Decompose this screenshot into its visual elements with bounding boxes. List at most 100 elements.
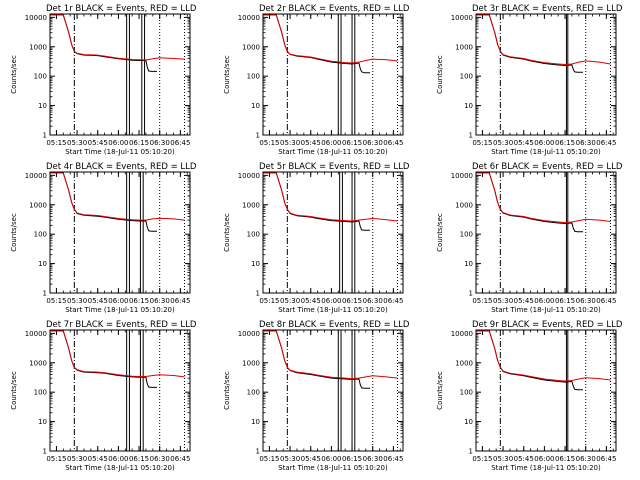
x-tick-label: 05:45 (88, 455, 108, 463)
x-tick-label: 05:30 (67, 139, 87, 147)
y-tick-label: 100 (460, 389, 473, 397)
x-tick-label: 06:30 (363, 139, 383, 147)
x-axis-label: Start Time (18-Jul-11 05:10:20) (278, 464, 388, 472)
lld-series-line (50, 172, 185, 221)
plot-area (476, 172, 611, 293)
x-tick-label: 05:15 (472, 455, 492, 463)
y-tick-label: 100 (34, 389, 47, 397)
lld-series-line (476, 330, 611, 382)
plot-area (263, 14, 398, 135)
y-tick-label: 10000 (451, 330, 473, 338)
x-tick-label: 05:30 (493, 139, 513, 147)
x-axis-label: Start Time (18-Jul-11 05:10:20) (491, 306, 601, 314)
detector-panel: Det 2r BLACK = Events, RED = LLD 1 10 100 10… (223, 4, 410, 156)
plot-frame (262, 13, 404, 136)
x-tick-label: 06:30 (576, 297, 596, 305)
y-tick-label: 10000 (238, 14, 260, 22)
x-tick-label: 06:15 (342, 139, 362, 147)
plot-title: Det 7r BLACK = Events, RED = LLD (46, 320, 197, 330)
x-tick-label: 06:45 (383, 297, 403, 305)
plot-area (263, 330, 398, 451)
plot-title: Det 1r BLACK = Events, RED = LLD (46, 4, 197, 14)
x-tick-label: 06:00 (534, 139, 554, 147)
y-tick-label: 1 (43, 448, 47, 456)
x-tick-label: 05:15 (46, 139, 66, 147)
y-tick-label: 10 (251, 260, 260, 268)
plot-frame (475, 329, 617, 452)
y-tick-label: 1000 (455, 201, 473, 209)
y-tick-label: 10 (38, 418, 47, 426)
x-tick-label: 05:15 (259, 297, 279, 305)
y-tick-label: 10 (464, 418, 473, 426)
y-tick-label: 10000 (238, 172, 260, 180)
x-tick-label: 05:30 (280, 297, 300, 305)
plot-area (476, 330, 611, 451)
plot-area (263, 172, 398, 293)
plot-title: Det 4r BLACK = Events, RED = LLD (46, 162, 197, 172)
x-axis-label: Start Time (18-Jul-11 05:10:20) (278, 306, 388, 314)
x-tick-label: 06:30 (150, 455, 170, 463)
x-tick-label: 06:00 (321, 455, 341, 463)
plot-title: Det 6r BLACK = Events, RED = LLD (472, 162, 623, 172)
x-tick-label: 05:15 (259, 139, 279, 147)
x-tick-label: 05:15 (259, 455, 279, 463)
detector-panel: Det 9r BLACK = Events, RED = LLD 1 10 100 10… (436, 320, 623, 472)
x-tick-label: 05:30 (67, 455, 87, 463)
y-tick-label: 10000 (451, 172, 473, 180)
y-tick-label: 1 (43, 290, 47, 298)
x-tick-label: 06:15 (129, 297, 149, 305)
plot-frame (475, 171, 617, 294)
detector-panel: Det 5r BLACK = Events, RED = LLD 1 10 100 10… (223, 162, 410, 314)
plot-frame (475, 13, 617, 136)
plot-frame (262, 171, 404, 294)
plot-frame (49, 329, 191, 452)
x-tick-label: 05:30 (493, 297, 513, 305)
plot-area (476, 14, 611, 135)
plot-area (50, 172, 185, 293)
x-axis-label: Start Time (18-Jul-11 05:10:20) (65, 148, 175, 156)
y-tick-label: 1 (43, 132, 47, 140)
x-tick-label: 06:15 (555, 455, 575, 463)
x-tick-label: 06:15 (129, 139, 149, 147)
y-tick-label: 10 (38, 102, 47, 110)
y-axis-label: Counts/sec (223, 55, 231, 94)
y-tick-label: 1000 (242, 359, 260, 367)
y-tick-label: 100 (247, 389, 260, 397)
x-tick-label: 05:45 (301, 455, 321, 463)
y-tick-label: 10 (464, 102, 473, 110)
x-axis-label: Start Time (18-Jul-11 05:10:20) (65, 306, 175, 314)
y-tick-label: 100 (460, 231, 473, 239)
y-axis-label: Counts/sec (10, 213, 18, 252)
lld-series-line (263, 172, 398, 222)
y-axis-label: Counts/sec (10, 371, 18, 410)
x-tick-label: 05:45 (514, 455, 534, 463)
y-tick-label: 10 (251, 418, 260, 426)
y-tick-label: 10000 (25, 14, 47, 22)
plot-area (50, 330, 185, 451)
x-tick-label: 06:45 (383, 455, 403, 463)
x-tick-label: 06:45 (170, 139, 190, 147)
y-tick-label: 1000 (455, 43, 473, 51)
x-axis-label: Start Time (18-Jul-11 05:10:20) (65, 464, 175, 472)
lld-series-line (50, 330, 185, 378)
y-tick-label: 1 (469, 290, 473, 298)
x-tick-label: 06:15 (342, 455, 362, 463)
x-tick-label: 06:45 (383, 139, 403, 147)
y-tick-label: 10000 (238, 330, 260, 338)
x-tick-label: 05:45 (301, 297, 321, 305)
y-tick-label: 100 (460, 73, 473, 81)
x-tick-label: 06:30 (576, 455, 596, 463)
y-tick-label: 1 (256, 132, 260, 140)
plot-title: Det 3r BLACK = Events, RED = LLD (472, 4, 623, 14)
x-tick-label: 06:15 (129, 455, 149, 463)
y-tick-label: 100 (34, 73, 47, 81)
plot-frame (262, 329, 404, 452)
y-axis-label: Counts/sec (436, 55, 444, 94)
plot-frame (49, 13, 191, 136)
x-tick-label: 05:30 (493, 455, 513, 463)
x-tick-label: 06:30 (363, 455, 383, 463)
x-tick-label: 05:45 (88, 139, 108, 147)
x-tick-label: 05:30 (67, 297, 87, 305)
detector-panel: Det 4r BLACK = Events, RED = LLD 1 10 100 10… (10, 162, 197, 314)
y-tick-label: 1000 (242, 43, 260, 51)
